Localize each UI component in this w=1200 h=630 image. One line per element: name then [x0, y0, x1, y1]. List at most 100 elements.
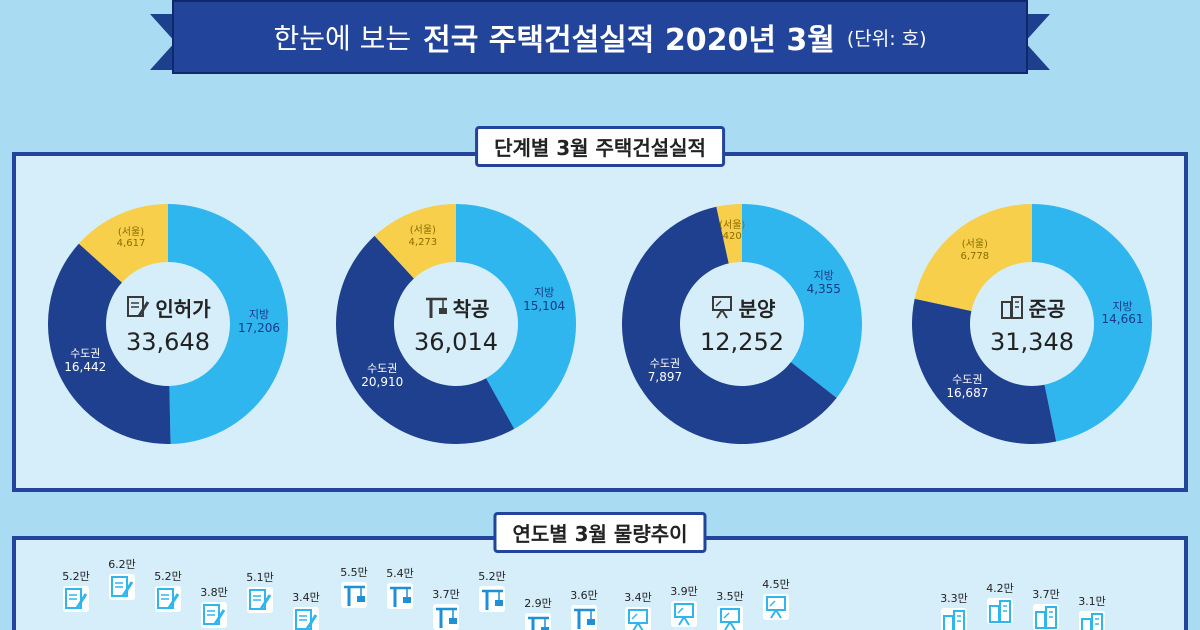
crane-icon	[571, 604, 597, 630]
presentation-board-icon	[709, 294, 735, 320]
crane-icon	[423, 294, 449, 320]
slice-label: (서울) 6,778	[945, 239, 1005, 262]
donut-chart-1: 지방 17,206 수도권 16,442 (서울) 4,617 인허가 33,648	[48, 204, 288, 444]
trend-item: 3.7만	[1022, 586, 1070, 630]
slice-name: 수도권	[367, 362, 398, 376]
donut-center: 착공 36,014	[391, 264, 521, 384]
title-regular: 한눈에 보는	[273, 22, 412, 55]
slice-value: 16,687	[946, 385, 989, 400]
stage-heading: 착공	[423, 293, 489, 322]
slice-name: 지방	[1112, 299, 1133, 313]
stage-name: 분양	[738, 296, 776, 321]
donut-slice-regional	[456, 204, 576, 429]
document-pen-icon	[63, 585, 89, 612]
stage-total: 12,252	[700, 327, 784, 356]
trend-value: 3.5만	[716, 590, 744, 603]
slice-name: 지방	[533, 286, 555, 300]
trend-value: 6.2만	[108, 557, 136, 571]
stage-heading: 준공	[999, 293, 1065, 322]
slice-label: 지방 15,104	[514, 287, 574, 313]
trend-value: 3.8만	[200, 586, 228, 600]
buildings-icon	[1079, 610, 1105, 630]
trend-value: 3.4만	[292, 591, 320, 605]
presentation-board-icon	[671, 601, 697, 628]
slice-label: (서울) 4,273	[393, 225, 453, 248]
stage-total: 36,014	[414, 327, 498, 356]
donut-slice-regional	[1032, 204, 1152, 442]
trend-value: 3.9만	[670, 585, 698, 599]
title-unit: (단위: 호)	[846, 27, 927, 50]
trend-value: 5.5만	[340, 566, 368, 579]
trend-value: 3.4만	[624, 591, 652, 605]
donut-slice-capital	[336, 235, 515, 444]
trend-item: 5.2만	[52, 568, 100, 612]
donut-svg	[48, 204, 288, 444]
buildings-icon	[999, 294, 1025, 320]
donut-center: 인허가 33,648	[103, 264, 233, 384]
stage-total: 31,348	[990, 327, 1074, 356]
donut-slice-seoul	[716, 204, 742, 264]
slice-label: 수도권 16,687	[937, 373, 997, 400]
buildings-icon	[941, 608, 967, 630]
trend-item: 3.6만	[560, 587, 608, 630]
slice-name: 수도권	[70, 346, 101, 360]
donut-slice-capital	[48, 243, 171, 444]
slice-label: 지방 14,661	[1093, 299, 1153, 327]
trend-value: 4.2만	[986, 581, 1014, 595]
trend-value: 3.1만	[1078, 594, 1106, 608]
document-pen-icon	[247, 586, 273, 613]
donut-svg	[912, 204, 1152, 444]
trend-value: 3.3만	[940, 592, 968, 606]
slice-value: 4,355	[806, 281, 841, 296]
slice-label: 수도권 16,442	[55, 346, 115, 374]
title-ribbon: 한눈에 보는 전국 주택건설실적 2020년 3월 (단위: 호)	[150, 0, 1050, 88]
donut-center: 준공 31,348	[967, 264, 1097, 384]
crane-icon	[433, 603, 459, 630]
stage-total: 33,648	[126, 327, 210, 356]
stage-heading: 분양	[709, 293, 776, 322]
slice-value: 4,617	[116, 238, 146, 250]
crane-icon	[525, 613, 551, 630]
trend-item: 3.7만	[422, 586, 470, 630]
slice-name: (서울)	[719, 219, 746, 231]
trend-value: 3.7만	[432, 587, 460, 601]
ribbon-banner: 한눈에 보는 전국 주택건설실적 2020년 3월 (단위: 호)	[172, 0, 1028, 74]
slice-value: 15,104	[523, 298, 566, 313]
trend-value: 5.4만	[386, 567, 414, 581]
trend-item: 5.1만	[236, 569, 284, 613]
trend-item: 4.2만	[976, 580, 1024, 624]
stage-panel-title: 단계별 3월 주택건설실적	[475, 126, 725, 167]
donut-slice-regional	[168, 204, 288, 444]
donut-chart-4: 지방 14,661 수도권 16,687 (서울) 6,778 준공 31,348	[912, 204, 1152, 444]
slice-name: 수도권	[952, 373, 983, 387]
trend-value: 5.2만	[478, 569, 506, 583]
trend-item: 5.5만	[330, 564, 378, 608]
slice-value: 17,206	[237, 320, 280, 335]
trend-value: 5.2만	[62, 569, 90, 583]
donut-chart-2: 지방 15,104 수도권 20,910 (서울) 4,273 착공 36,014	[336, 204, 576, 444]
donut-slice-seoul	[78, 204, 168, 283]
slice-label: 지방 4,355	[794, 269, 854, 296]
crane-icon	[387, 583, 413, 610]
trend-item: 3.5만	[706, 588, 754, 630]
year-panel-title: 연도별 3월 물량추이	[493, 512, 707, 553]
slice-name: 지방	[248, 308, 270, 322]
donut-slice-seoul	[914, 204, 1032, 311]
slice-value: 16,442	[64, 359, 107, 374]
trend-item: 3.4만	[614, 589, 662, 630]
slice-name: (서울)	[117, 226, 145, 238]
donut-slice-seoul	[374, 204, 456, 279]
stage-heading: 인허가	[125, 293, 211, 322]
donut-svg	[622, 204, 862, 444]
trend-item: 4.5만	[752, 576, 800, 620]
donut-chart-3: 지방 4,355 수도권 7,897 (서울) 420 분양 12,252	[622, 204, 862, 444]
slice-name: 지방	[813, 269, 834, 283]
donut-svg	[336, 204, 576, 444]
buildings-icon	[1033, 603, 1059, 630]
trend-item: 3.1만	[1068, 593, 1116, 630]
slice-value: 420	[722, 231, 742, 243]
slice-name: (서울)	[409, 225, 436, 237]
presentation-board-icon	[717, 606, 743, 630]
donut-slice-capital	[912, 298, 1057, 444]
slice-value: 6,778	[960, 250, 990, 262]
